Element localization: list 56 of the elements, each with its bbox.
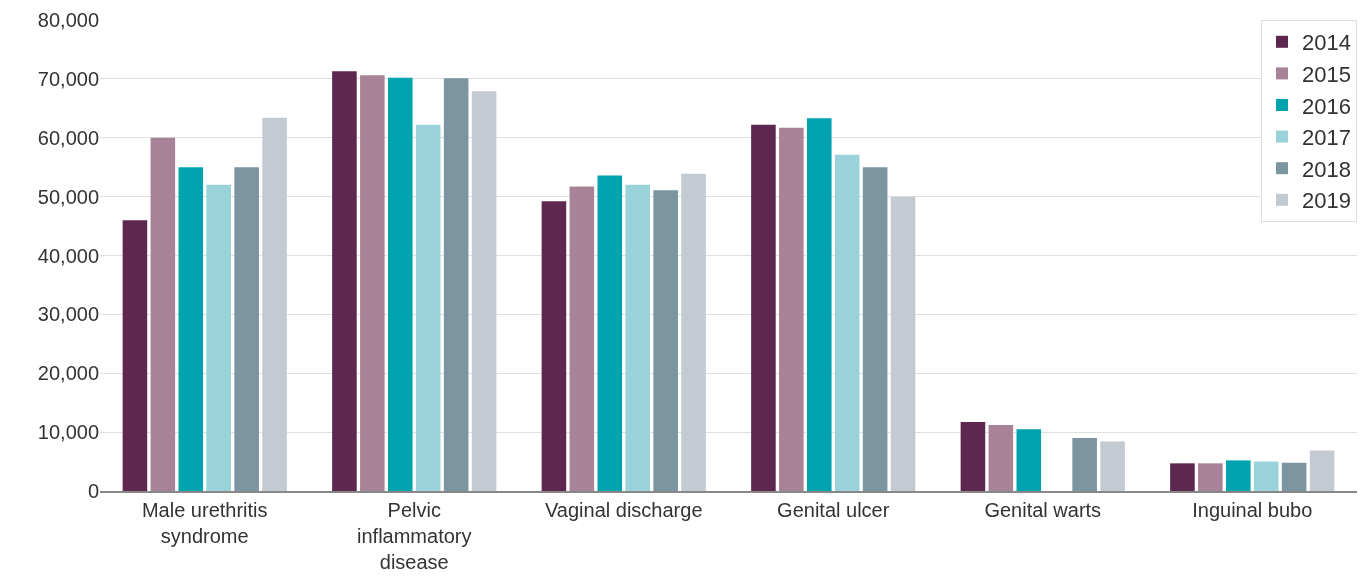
bar	[541, 201, 567, 491]
bar	[178, 167, 204, 491]
x-tick-label: Inguinal bubo	[1192, 499, 1313, 521]
legend-label: 2016	[1302, 93, 1351, 119]
bar	[751, 124, 776, 491]
bar	[988, 425, 1014, 491]
y-tick-label: 0	[87, 480, 99, 502]
bar	[1281, 462, 1307, 491]
bar	[625, 184, 651, 491]
bar	[569, 186, 595, 491]
bar	[471, 91, 497, 491]
bar	[360, 75, 385, 491]
x-tick-label: Vaginal discharge	[544, 499, 703, 521]
bar	[1072, 438, 1097, 491]
bar	[806, 118, 832, 491]
y-tick-label: 60,000	[37, 126, 99, 149]
x-tick-label: Genital warts	[984, 499, 1102, 521]
y-tick-label: 10,000	[37, 421, 99, 444]
y-tick-label: 20,000	[37, 362, 99, 385]
legend-label: 2019	[1302, 188, 1351, 214]
y-tick-label: 40,000	[37, 244, 99, 267]
y-tick-label: 70,000	[37, 67, 99, 90]
bar	[597, 175, 623, 491]
bar	[1100, 441, 1125, 491]
bar	[779, 127, 804, 491]
bar	[387, 77, 413, 491]
legend-label: 2015	[1302, 61, 1351, 87]
y-tick-label: 80,000	[37, 9, 99, 31]
x-tick-label: Genital ulcer	[777, 499, 890, 521]
bar	[681, 173, 706, 491]
y-tick-label: 30,000	[37, 303, 99, 326]
x-tick-label: Male urethritis syndrome	[141, 499, 268, 547]
bar	[1198, 463, 1223, 491]
bar	[150, 137, 176, 491]
bar	[415, 124, 441, 491]
bar	[834, 154, 860, 491]
legend-label: 2018	[1302, 156, 1351, 182]
bar	[122, 220, 148, 491]
bar	[862, 167, 888, 491]
bar	[234, 167, 259, 491]
bar	[1253, 461, 1279, 491]
bar	[1016, 429, 1042, 491]
bar	[1225, 460, 1251, 491]
bar	[890, 196, 916, 491]
legend-label: 2014	[1302, 30, 1351, 56]
legend-label: 2017	[1302, 125, 1351, 151]
bar	[262, 117, 287, 491]
x-tick-label: Pelvic inflammatory disease	[357, 499, 472, 573]
bar	[1170, 463, 1195, 491]
bar	[332, 71, 357, 491]
bar	[1309, 450, 1335, 491]
bar	[443, 78, 469, 491]
bar	[206, 184, 232, 491]
y-tick-label: 50,000	[37, 185, 99, 208]
bar	[960, 422, 986, 491]
bar	[653, 190, 678, 491]
